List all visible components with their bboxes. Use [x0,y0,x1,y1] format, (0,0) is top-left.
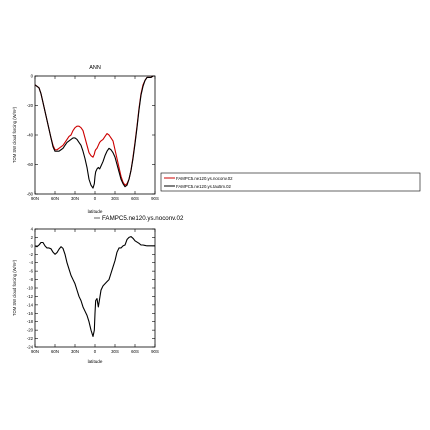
panel-bottom-x-axis: 90N 60N 30N 0 30S 60S 90S [31,229,159,354]
x-tick-label: 90S [151,349,159,354]
series-line-2 [34,75,155,189]
panel-bottom: FAMPC5.ne120.ys.noconv.02 4 2 0 -2 -4 -6 -8 -10… [12,215,184,364]
panel-bottom-legend-entry: FAMPC5.ne120.ys.noconv.02 [102,215,184,222]
x-tick-label: 30N [71,196,79,201]
x-tick-label: 0 [94,349,97,354]
x-tick-label: 90S [151,196,159,201]
x-tick-label: 60N [51,349,59,354]
x-tick-label: 90N [31,349,39,354]
panel-bottom-y-label: TOM SW cloud forcing (W/m²) [12,259,17,316]
panel-top-y-label: TOM SW cloud forcing (W/m²) [12,106,17,163]
x-tick-label: 60S [131,196,139,201]
panel-bottom-series [34,236,155,338]
y-tick-label: -20 [27,103,34,108]
y-tick-label: -4 [29,260,33,265]
panel-top-x-axis: 90N 60N 30N 0 30S 60S 90S [31,76,159,201]
y-tick-label: 4 [31,227,34,232]
y-tick-label: -8 [29,277,33,282]
y-tick-label: -18 [27,319,34,324]
panel-top-series [34,75,155,189]
y-tick-label: -16 [27,311,34,316]
y-tick-label: 0 [31,74,34,79]
x-tick-label: 30N [71,349,79,354]
y-tick-label: -6 [29,269,33,274]
panel-bottom-frame [34,228,156,348]
x-tick-label: 30S [111,196,119,201]
y-tick-label: -14 [27,302,34,307]
legend-entry-2: FAMPC5.ne120.ys.tau5m.02 [176,184,232,189]
panel-top-legend: FAMPC5.ne120.ys.noconv.02 FAMPC5.ne120.y… [160,172,421,192]
panel-bottom-y-axis: 4 2 0 -2 -4 -6 -8 -10 -12 -14 -16 -18 -20 -22 -24 [27,227,155,350]
panel-top-y-axis: 0 -20 -40 -60 -80 [27,74,155,197]
x-tick-label: 90N [31,196,39,201]
y-tick-label: -24 [27,345,34,350]
legend-entry-1: FAMPC5.ne120.ys.noconv.02 [176,176,233,181]
x-tick-label: 60N [51,196,59,201]
y-tick-label: -2 [29,252,33,257]
y-tick-label: -22 [27,336,34,341]
panel-top: ANN 0 -20 -40 -60 -80 90N 60N 30N 0 30S 60S 90S la… [12,65,421,214]
y-tick-label: -12 [27,294,34,299]
panel-bottom-x-label: latitude [88,359,103,364]
panel-top-x-label: latitude [88,209,103,214]
series-line-1 [34,236,155,338]
y-tick-label: -80 [27,192,34,197]
y-tick-label: 2 [31,235,34,240]
y-tick-label: 0 [31,243,34,248]
y-tick-label: -40 [27,133,34,138]
y-tick-label: -20 [27,328,34,333]
x-tick-label: 0 [94,196,97,201]
panel-top-title: ANN [89,65,101,71]
legend-frame [160,172,421,192]
x-tick-label: 60S [131,349,139,354]
y-tick-label: -10 [27,286,34,291]
y-tick-label: -60 [27,162,34,167]
x-tick-label: 30S [111,349,119,354]
